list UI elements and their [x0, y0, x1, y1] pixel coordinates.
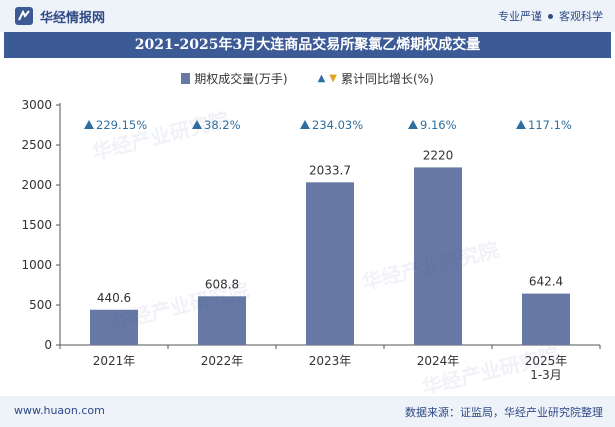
bar-value-label: 608.8 — [205, 277, 239, 291]
legend-item-growth: ▲ ▼ 累计同比增长(%) — [318, 70, 434, 87]
bar — [198, 296, 246, 345]
slogan-left: 专业严谨 — [498, 10, 542, 23]
growth-value-label: 117.1% — [528, 118, 572, 132]
y-tick-label: 500 — [29, 298, 52, 312]
legend-label-growth: 累计同比增长(%) — [341, 72, 434, 86]
y-tick-label: 3000 — [21, 98, 52, 112]
bar — [306, 182, 354, 345]
growth-up-marker — [516, 120, 526, 129]
bar-value-label: 440.6 — [97, 291, 131, 305]
y-tick-label: 0 — [44, 338, 52, 352]
slogan: 专业严谨 客观科学 — [498, 8, 603, 24]
x-tick-label: 1-3月 — [530, 368, 562, 382]
x-tick-label: 2025年 — [525, 354, 568, 368]
dot-icon — [548, 13, 553, 19]
footer-bar: www.huaon.com 数据来源：证监局，华经产业研究院整理 — [0, 396, 615, 427]
bar-value-label: 642.4 — [529, 275, 563, 289]
chart-canvas: 0 500 1000 1500 2000 2500 3000 440.6 229.15% 2021… — [21, 98, 601, 382]
footer-website: www.huaon.com — [14, 404, 105, 417]
bar-value-label: 2220 — [423, 148, 454, 162]
growth-up-marker — [408, 120, 418, 129]
down-triangle-icon: ▼ — [329, 73, 337, 84]
y-tick-label: 1000 — [21, 258, 52, 272]
growth-value-label: 234.03% — [312, 118, 363, 132]
y-tick-label: 2500 — [21, 138, 52, 152]
bar — [414, 167, 462, 345]
growth-up-marker — [192, 120, 202, 129]
up-triangle-icon: ▲ — [317, 73, 326, 84]
bar-value-label: 2033.7 — [309, 163, 351, 177]
brand-name: 华经情报网 — [40, 10, 106, 26]
chart-legend: 期权成交量(万手) ▲ ▼ 累计同比增长(%) — [0, 70, 615, 87]
growth-value-label: 9.16% — [420, 118, 457, 132]
growth-up-marker — [300, 120, 310, 129]
bar-swatch-icon — [181, 73, 191, 84]
chart-title: 2021-2025年3月大连商品交易所聚氯乙烯期权成交量 — [4, 32, 611, 58]
y-tick-label: 1500 — [21, 218, 52, 232]
brand: 华经情报网 — [14, 6, 105, 26]
x-tick-label: 2021年 — [93, 354, 136, 368]
growth-up-marker — [84, 120, 94, 129]
x-tick-label: 2023年 — [309, 354, 352, 368]
x-tick-label: 2022年 — [201, 354, 244, 368]
header-bar: 华经情报网 专业严谨 客观科学 — [0, 0, 615, 32]
brand-logo-icon — [15, 7, 33, 25]
legend-item-volume: 期权成交量(万手) — [181, 70, 288, 87]
footer-source: 数据来源：证监局，华经产业研究院整理 — [405, 406, 603, 419]
x-tick-label: 2024年 — [417, 354, 460, 368]
bar — [90, 309, 138, 345]
growth-value-label: 229.15% — [96, 118, 147, 132]
y-tick-label: 2000 — [21, 178, 52, 192]
growth-value-label: 38.2% — [204, 118, 241, 132]
legend-label-volume: 期权成交量(万手) — [194, 72, 288, 86]
bar — [522, 293, 570, 345]
slogan-right: 客观科学 — [559, 10, 603, 23]
